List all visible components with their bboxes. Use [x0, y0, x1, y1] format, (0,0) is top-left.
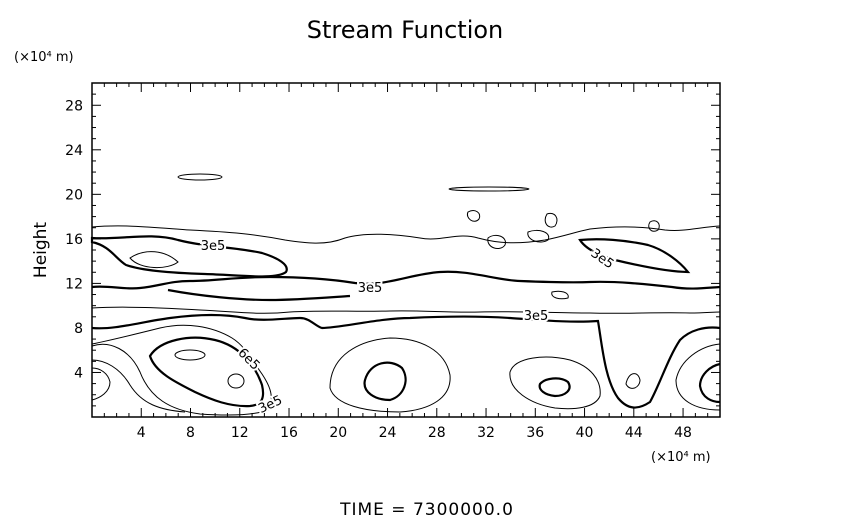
contour-3e5-mid	[91, 270, 721, 290]
x-axis-unit: (×10⁴ m)	[651, 450, 711, 465]
x-tick-label: 4	[137, 425, 146, 441]
y-axis-label: Height	[31, 222, 51, 279]
x-tick-label: 24	[379, 425, 397, 441]
y-tick-label: 24	[65, 143, 83, 159]
y-axis-unit: (×10⁴ m)	[14, 50, 74, 65]
contour-small-8	[129, 251, 179, 268]
contour-small-3	[466, 210, 481, 222]
contour-label: 3e5	[201, 239, 226, 254]
x-tick-label: 44	[625, 425, 643, 441]
y-tick-label: 28	[65, 98, 83, 114]
x-tick-label: 40	[576, 425, 594, 441]
contour-3e5-mid-lower	[167, 288, 351, 302]
chart-title: Stream Function	[307, 16, 504, 44]
contour-3e5-lower	[91, 313, 721, 409]
x-tick-label: 36	[526, 425, 544, 441]
contour-bl-outer	[91, 359, 186, 413]
contour-re-outer	[675, 343, 721, 411]
contour-bl-1	[91, 324, 272, 416]
contour-bl-left	[91, 367, 111, 401]
contour-upper-band	[90, 235, 288, 278]
x-tick-label: 20	[329, 425, 347, 441]
contour-3e5-right	[578, 238, 691, 274]
contour-label: 3e5	[524, 309, 549, 324]
time-label: TIME = 7300000.0	[339, 500, 514, 519]
contour-mid-vortex-outer	[329, 337, 451, 413]
contour-lines	[90, 173, 721, 416]
contour-right-vortex-outer	[509, 356, 601, 410]
plot-frame	[91, 82, 721, 418]
y-tick-label: 8	[74, 321, 83, 337]
y-tick-label: 16	[65, 232, 83, 248]
contour-small-2	[448, 186, 530, 192]
contour-mid-vortex-inner	[363, 361, 407, 402]
contour-6e5	[148, 336, 265, 408]
contour-small-9	[551, 290, 569, 300]
x-tick-label: 16	[280, 425, 298, 441]
contour-label: 3e5	[358, 281, 383, 296]
contour-right-vortex-inner	[538, 377, 571, 398]
contour-thin-upper	[91, 225, 721, 244]
x-tick-label: 12	[231, 425, 249, 441]
contour-label: 3e5	[256, 393, 285, 417]
contour-44	[625, 373, 641, 389]
contour-small-1	[177, 173, 223, 181]
contour-thin-lower	[91, 306, 721, 314]
x-tick-label: 48	[674, 425, 692, 441]
y-tick-label: 20	[65, 187, 83, 203]
contour-small-6	[527, 229, 550, 243]
contour-bl-inner-2	[227, 373, 245, 389]
x-tick-label: 32	[477, 425, 495, 441]
x-tick-label: 8	[186, 425, 195, 441]
contour-re-inner	[698, 362, 721, 404]
contour-small-7	[648, 220, 660, 232]
contour-bl-inner	[174, 349, 206, 361]
y-tick-label: 12	[65, 276, 83, 292]
x-tick-label: 28	[428, 425, 446, 441]
contour-small-5	[487, 234, 506, 249]
contour-small-4	[544, 212, 558, 228]
y-tick-label: 4	[74, 365, 83, 381]
